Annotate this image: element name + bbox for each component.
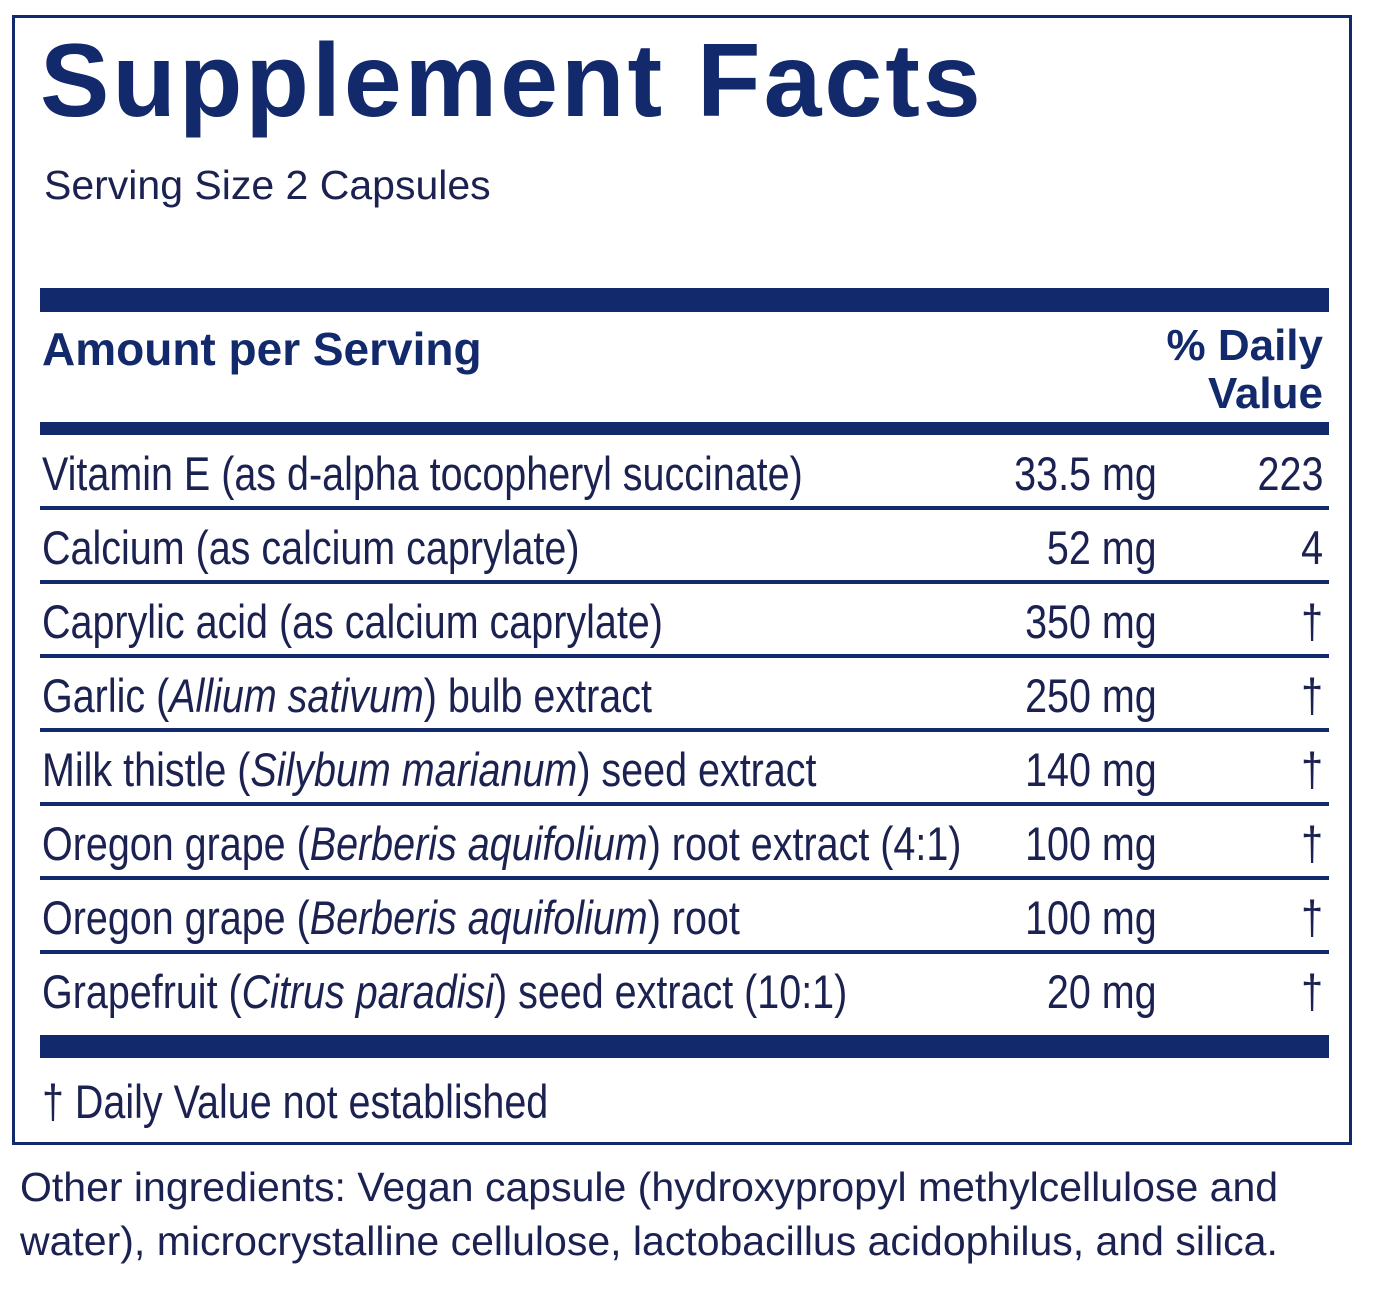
daily-value: † [1301, 595, 1323, 648]
amount: 33.5 mg [1014, 447, 1157, 500]
ingredient-name: Garlic (Allium sativum) bulb extract [42, 669, 652, 722]
footnote: † Daily Value not established [42, 1075, 549, 1128]
daily-value: † [1301, 891, 1323, 944]
amount: 100 mg [1025, 817, 1157, 870]
nutrient-table: Vitamin E (as d-alpha tocopheryl succina… [40, 436, 1329, 1024]
daily-value: 4 [1301, 521, 1323, 574]
table-row: Oregon grape (Berberis aquifolium) root … [40, 806, 1329, 880]
amount-per-serving-header: Amount per Serving [42, 323, 482, 375]
page-title: Supplement Facts [40, 23, 984, 139]
serving-size: Serving Size 2 Capsules [44, 162, 491, 208]
ingredient-name: Oregon grape (Berberis aquifolium) root … [42, 817, 962, 870]
table-row: Calcium (as calcium caprylate) 52 mg 4 [40, 510, 1329, 584]
ingredient-name: Calcium (as calcium caprylate) [42, 521, 580, 574]
amount: 140 mg [1025, 743, 1157, 796]
supplement-facts-panel [12, 15, 1352, 1145]
amount: 20 mg [1047, 965, 1157, 1018]
amount: 52 mg [1047, 521, 1157, 574]
table-row: Caprylic acid (as calcium caprylate) 350… [40, 584, 1329, 658]
header-divider [40, 422, 1329, 435]
daily-value: † [1301, 743, 1323, 796]
amount: 250 mg [1025, 669, 1157, 722]
daily-value-header-line2: Value [1208, 369, 1323, 418]
daily-value: † [1301, 817, 1323, 870]
amount: 350 mg [1025, 595, 1157, 648]
daily-value: 223 [1257, 447, 1323, 500]
table-row: Oregon grape (Berberis aquifolium) root … [40, 880, 1329, 954]
table-row: Garlic (Allium sativum) bulb extract 250… [40, 658, 1329, 732]
table-row: Milk thistle (Silybum marianum) seed ext… [40, 732, 1329, 806]
daily-value: † [1301, 965, 1323, 1018]
ingredient-name: Caprylic acid (as calcium caprylate) [42, 595, 663, 648]
thick-divider [40, 288, 1329, 312]
ingredient-name: Grapefruit (Citrus paradisi) seed extrac… [42, 965, 848, 1018]
other-ingredients: Other ingredients: Vegan capsule (hydrox… [20, 1164, 1279, 1264]
daily-value-header-line1: % Daily [1166, 321, 1323, 370]
ingredient-name: Vitamin E (as d-alpha tocopheryl succina… [42, 447, 803, 500]
daily-value-header: % Daily Value [1166, 322, 1323, 418]
ingredient-name: Milk thistle (Silybum marianum) seed ext… [42, 743, 817, 796]
thick-divider-bottom [40, 1035, 1329, 1058]
ingredient-name: Oregon grape (Berberis aquifolium) root [42, 891, 740, 944]
table-row: Grapefruit (Citrus paradisi) seed extrac… [40, 954, 1329, 1024]
daily-value: † [1301, 669, 1323, 722]
amount: 100 mg [1025, 891, 1157, 944]
table-row: Vitamin E (as d-alpha tocopheryl succina… [40, 436, 1329, 510]
